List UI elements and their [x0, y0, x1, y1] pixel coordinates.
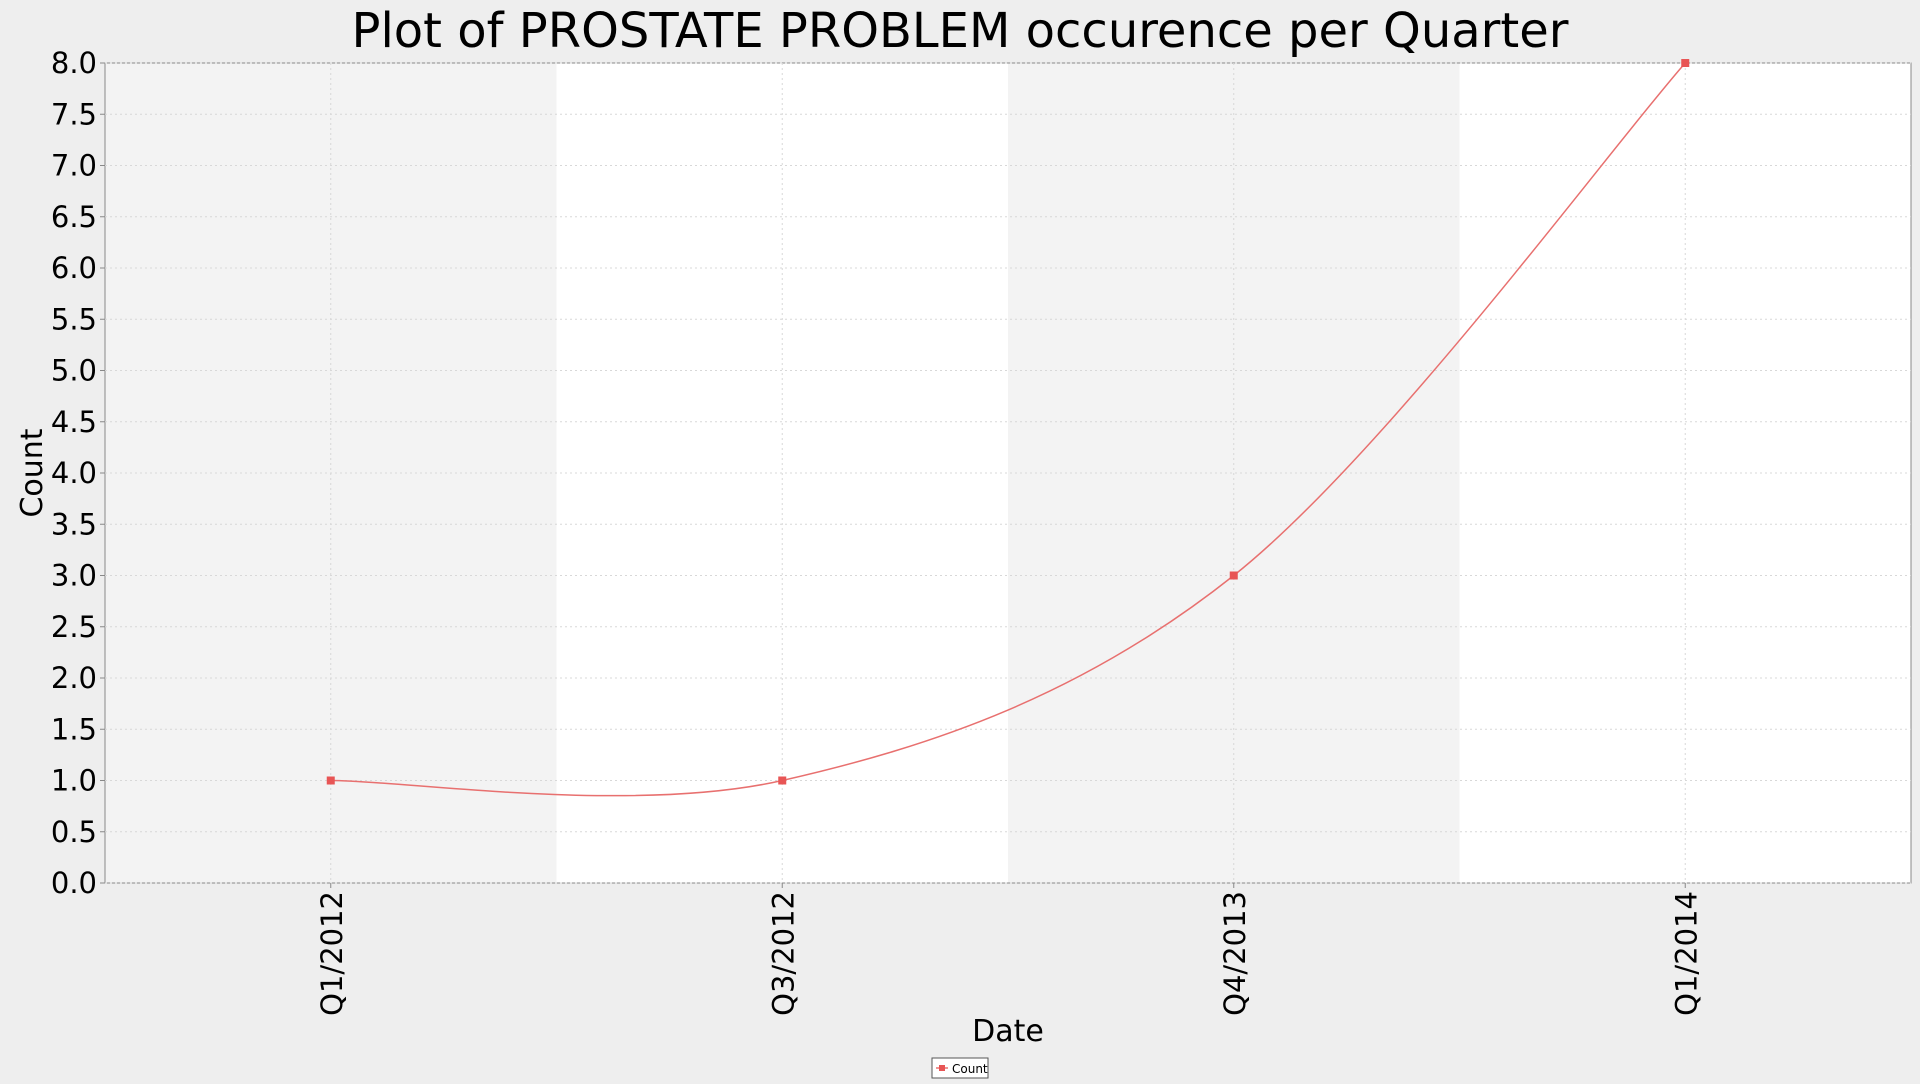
legend: Count: [931, 1057, 989, 1079]
legend-label: Count: [952, 1062, 988, 1076]
y-tick-label: 3.5: [51, 507, 97, 541]
legend-box: [931, 1057, 989, 1079]
chart-title: Plot of PROSTATE PROBLEM occurence per Q…: [352, 3, 1569, 59]
y-tick-label: 8.0: [51, 46, 97, 80]
y-tick-label: 7.0: [51, 149, 97, 183]
x-tick-label: Q4/2013: [1218, 891, 1252, 1016]
y-tick-label: 6.0: [51, 251, 97, 285]
y-tick-label: 5.5: [51, 302, 97, 336]
y-tick-label: 0.5: [51, 815, 97, 849]
y-tick-label: 2.5: [51, 610, 97, 644]
y-tick-label: 7.5: [51, 97, 97, 131]
y-tick-label: 2.0: [51, 661, 97, 695]
y-tick-label: 3.0: [51, 559, 97, 593]
series-line-count: [330, 62, 1686, 797]
data-point: [326, 776, 335, 785]
data-points: [326, 59, 1690, 785]
y-tick-label: 6.5: [51, 200, 97, 234]
y-tick-label: 1.0: [51, 764, 97, 798]
y-tick-label: 0.0: [51, 866, 97, 900]
grid-lines: [105, 62, 1911, 884]
y-tick-label: 5.0: [51, 354, 97, 388]
x-axis-ticks: Q1/2012 Q3/2012 Q4/2013 Q1/2014: [315, 883, 1703, 1016]
x-axis-label: Date: [972, 1014, 1044, 1049]
y-tick-label: 4.0: [51, 456, 97, 490]
y-axis-ticks: 0.0 0.5 1.0 1.5 2.0 2.5 3.0 3.5 4.0 4.5 5.0 5.5 6.0 6…: [51, 46, 105, 900]
x-tick-label: Q1/2014: [1669, 891, 1703, 1016]
y-axis-label: Count: [15, 428, 50, 517]
x-tick-label: Q1/2012: [315, 891, 349, 1016]
legend-marker: [939, 1065, 945, 1071]
y-tick-label: 4.5: [51, 405, 97, 439]
data-point: [778, 776, 787, 785]
x-tick-label: Q3/2012: [766, 891, 800, 1016]
data-point: [1681, 59, 1690, 67]
y-tick-label: 1.5: [51, 712, 97, 746]
series-lines: [330, 62, 1686, 797]
data-point: [1229, 571, 1238, 580]
